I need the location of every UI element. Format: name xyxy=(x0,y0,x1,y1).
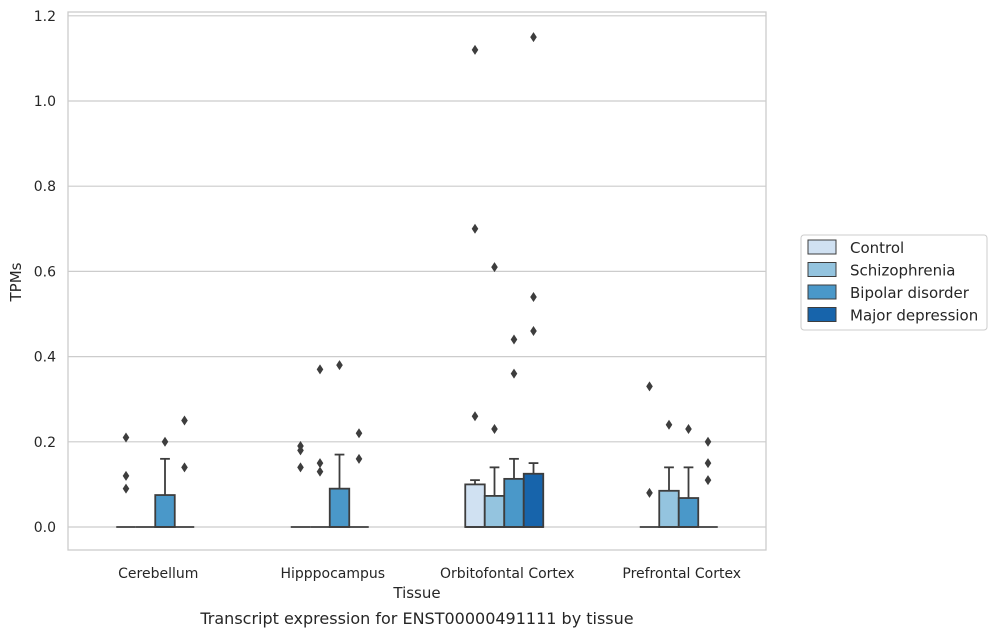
box xyxy=(677,497,700,528)
x-tick-label: Orbitofontal Cortex xyxy=(440,566,575,582)
outlier-point xyxy=(336,360,343,371)
legend-label: Major depression xyxy=(850,307,978,325)
outlier-point xyxy=(316,458,324,469)
outlier-point xyxy=(530,291,537,302)
outlier-point xyxy=(122,470,130,481)
outlier-point xyxy=(471,223,479,234)
outlier-point xyxy=(491,424,498,435)
outlier-point xyxy=(161,436,169,447)
x-axis-label: Tissue xyxy=(392,584,440,602)
y-tick-label: 1.0 xyxy=(34,94,56,110)
outlier-point xyxy=(510,334,518,345)
x-axis-ticks: Cerebellum Hipppocampus Orbitofontal Corte… xyxy=(118,566,741,582)
y-axis-ticks: 0.0 0.2 0.4 0.6 0.8 1.0 1.2 xyxy=(34,9,56,536)
legend-swatch xyxy=(807,284,837,300)
y-tick-label: 0.2 xyxy=(34,435,56,451)
legend: Control Schizophrenia Bipolar disorder Majo… xyxy=(800,234,988,331)
box xyxy=(503,477,525,528)
y-tick-label: 0.0 xyxy=(34,520,56,536)
grid-lines xyxy=(68,15,766,528)
boxes xyxy=(116,453,718,528)
outlier-point xyxy=(297,445,304,456)
y-tick-label: 0.8 xyxy=(34,179,56,195)
outlier-point xyxy=(471,411,479,422)
outlier-point xyxy=(704,436,712,447)
outliers xyxy=(122,32,712,498)
outlier-point xyxy=(355,428,363,439)
legend-label: Schizophrenia xyxy=(850,262,955,280)
outlier-point xyxy=(530,326,537,337)
legend-swatch xyxy=(807,239,837,255)
outlier-point xyxy=(704,475,712,486)
outlier-point xyxy=(181,462,188,473)
box xyxy=(464,483,486,528)
legend-swatch xyxy=(807,307,837,322)
plot-frame xyxy=(67,11,767,551)
legend-label: Bipolar disorder xyxy=(850,284,970,302)
outlier-point xyxy=(316,364,324,375)
outlier-point xyxy=(646,381,653,392)
outlier-point xyxy=(530,32,537,43)
outlier-point xyxy=(704,458,712,469)
box xyxy=(154,494,176,528)
x-tick-label: Hipppocampus xyxy=(280,566,385,582)
box xyxy=(522,472,545,528)
outlier-point xyxy=(181,415,188,426)
legend-swatch xyxy=(807,262,837,277)
outlier-point xyxy=(471,44,479,55)
box xyxy=(658,489,680,528)
outlier-point xyxy=(665,419,673,430)
box xyxy=(328,487,351,528)
outlier-point xyxy=(491,262,498,273)
legend-frame xyxy=(800,234,988,331)
y-tick-label: 1.2 xyxy=(34,9,56,25)
x-tick-label: Cerebellum xyxy=(118,566,198,582)
box xyxy=(483,495,506,528)
y-axis-label: TPMs xyxy=(7,262,25,302)
outlier-point xyxy=(316,466,324,477)
outlier-point xyxy=(510,368,518,379)
outlier-point xyxy=(355,453,363,464)
y-tick-label: 0.6 xyxy=(34,264,56,280)
outlier-point xyxy=(646,487,653,498)
outlier-point xyxy=(685,424,692,435)
outlier-point xyxy=(122,483,130,494)
outlier-point xyxy=(297,462,304,473)
legend-label: Control xyxy=(850,239,904,257)
y-tick-label: 0.4 xyxy=(34,350,56,366)
chart-caption: Transcript expression for ENST0000049111… xyxy=(199,609,633,628)
x-tick-label: Prefrontal Cortex xyxy=(622,566,741,582)
outlier-point xyxy=(122,432,130,443)
